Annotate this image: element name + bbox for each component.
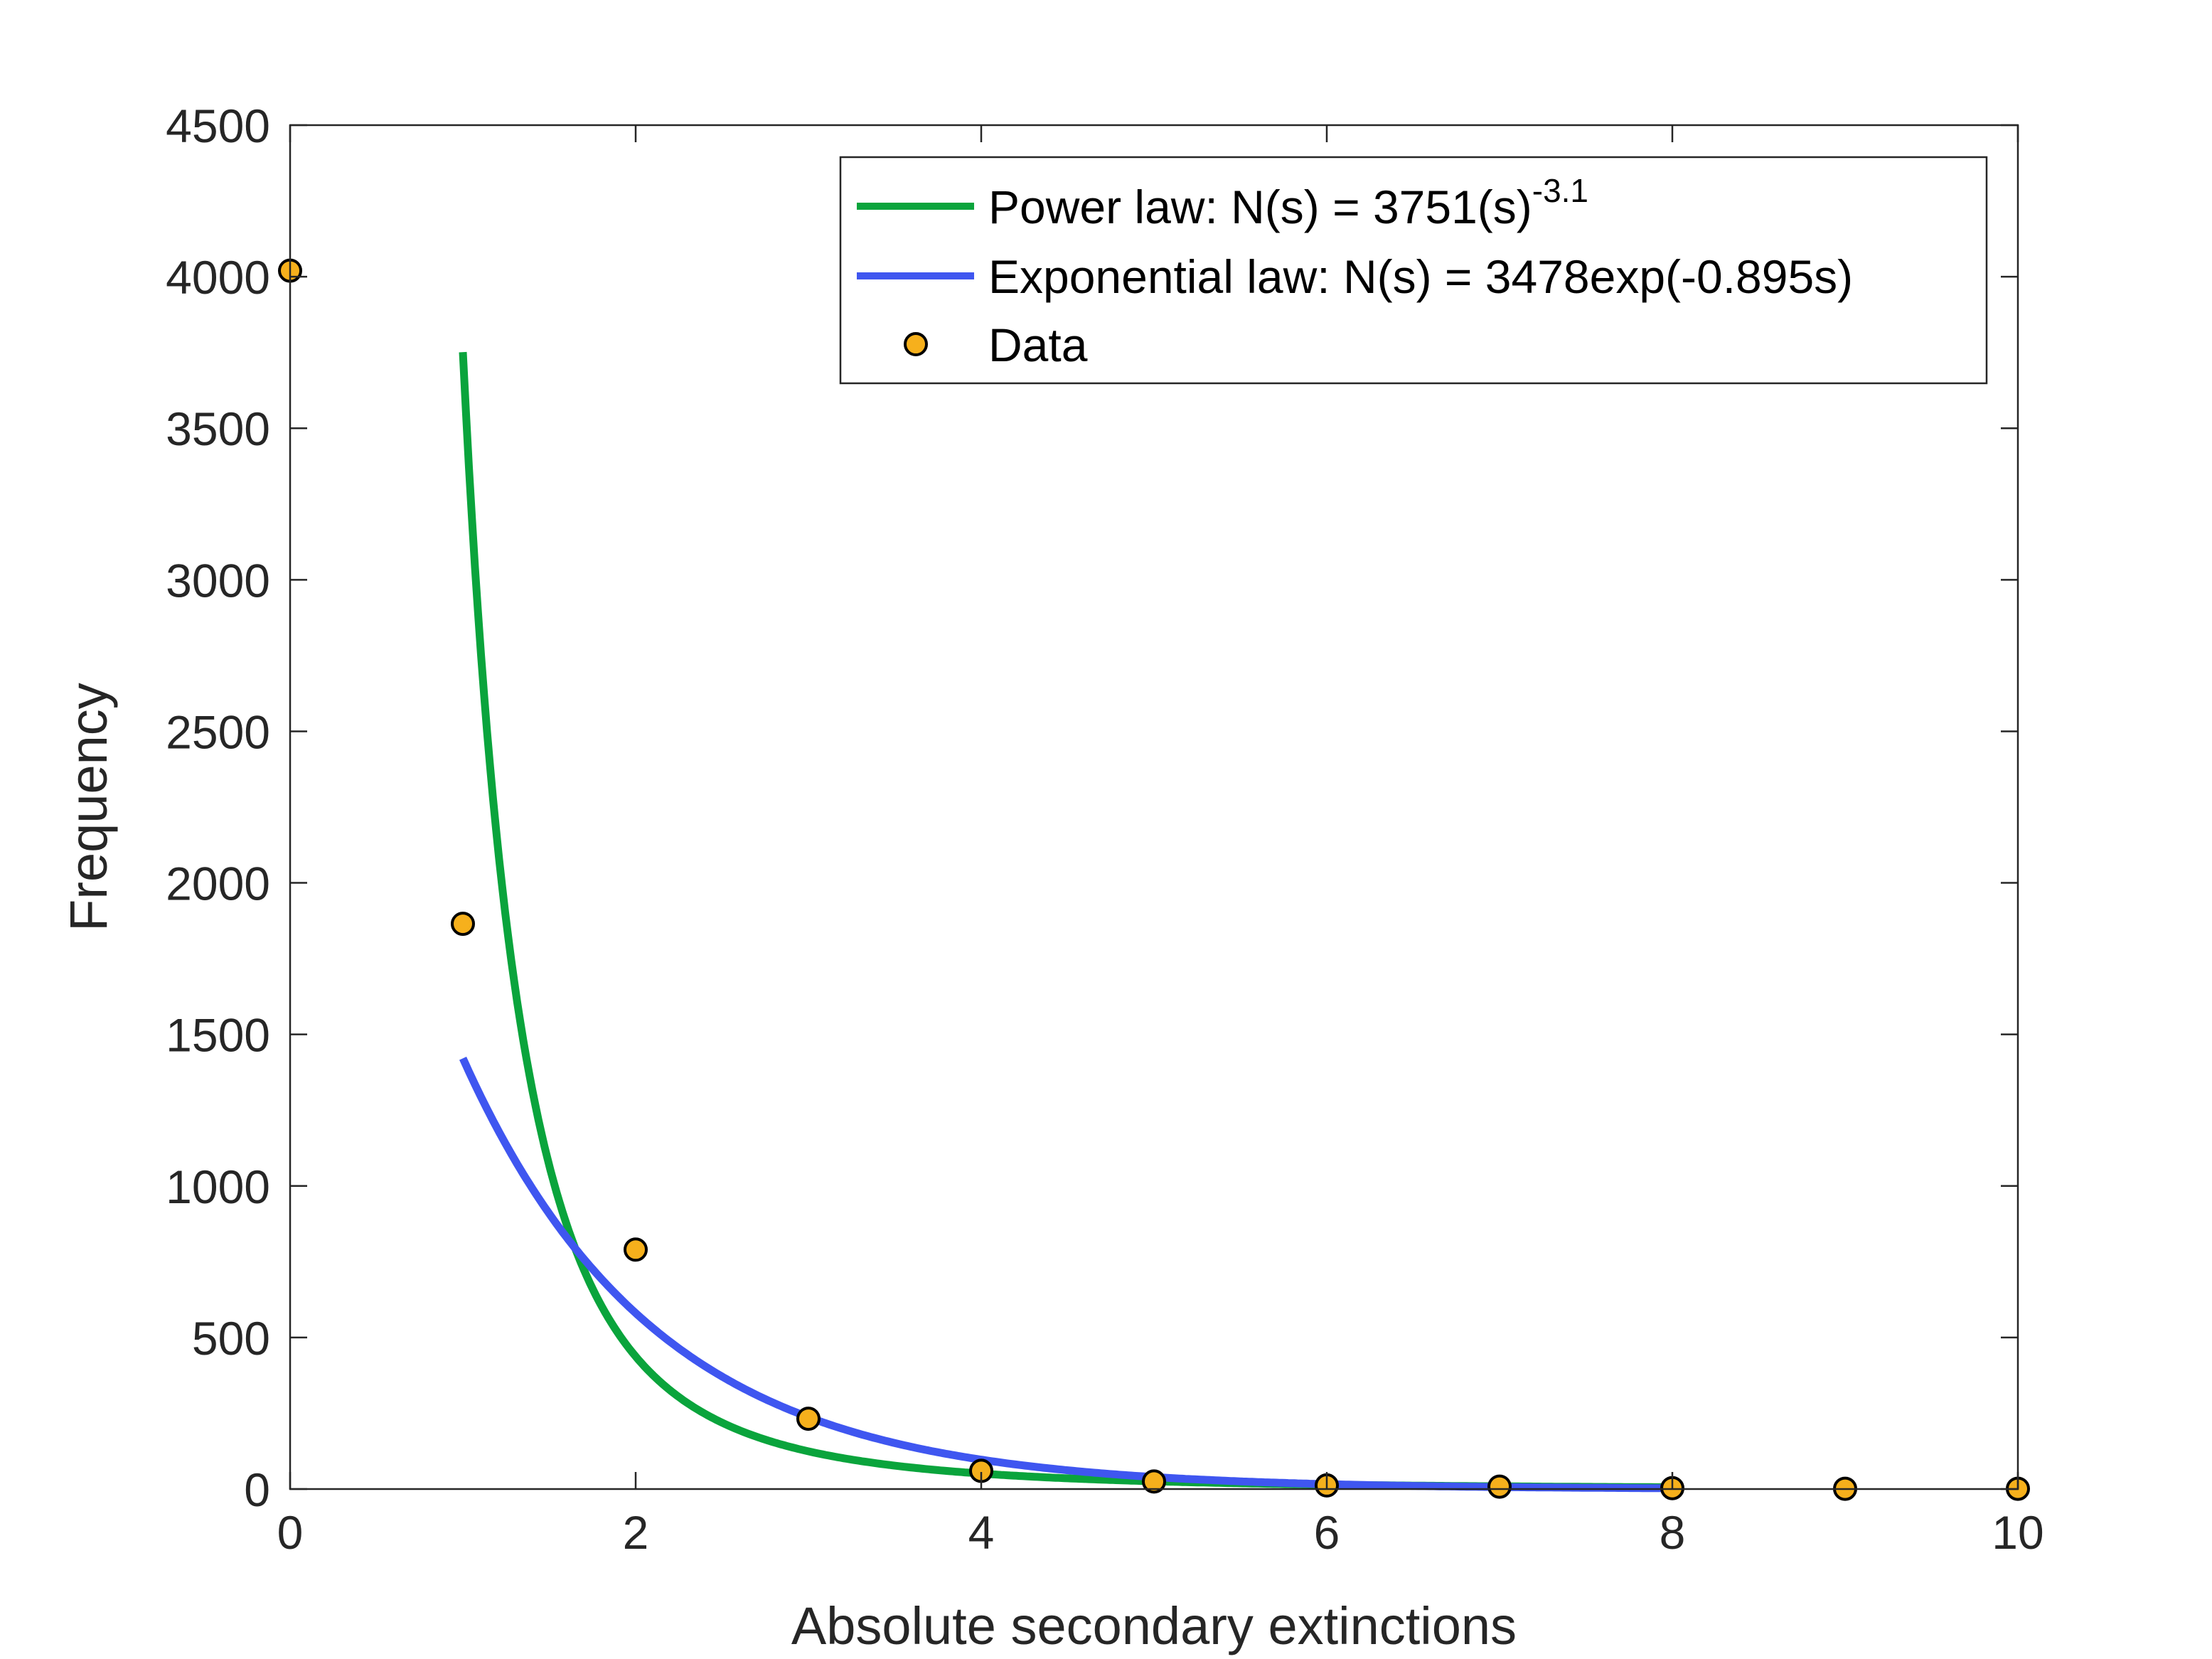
legend-entry-exponential-law: Exponential law: N(s) = 3478exp(-0.895s) — [988, 250, 1853, 303]
x-tick-label: 10 — [1992, 1506, 2043, 1559]
data-point — [624, 1237, 648, 1262]
y-tick-label: 3000 — [166, 554, 270, 607]
legend-box — [839, 156, 1988, 385]
y-tick-label: 0 — [244, 1463, 270, 1516]
y-tick-label: 3500 — [166, 402, 270, 455]
legend-entry-data: Data — [988, 319, 1088, 371]
curves-layer — [459, 351, 1674, 1493]
y-tick-label: 500 — [192, 1312, 270, 1365]
x-axis-ticks: 0 2 4 6 8 10 — [277, 125, 2044, 1559]
x-tick-label: 8 — [1660, 1506, 1686, 1559]
y-tick-label: 4500 — [166, 100, 270, 152]
y-axis-label: Frequency — [59, 683, 118, 932]
legend: Power law: N(s) = 3751(s)-3.1 Exponentia… — [839, 156, 1988, 385]
plot-frame — [289, 124, 2019, 1490]
y-tick-label: 1000 — [166, 1161, 270, 1213]
x-tick-label: 6 — [1314, 1506, 1340, 1559]
y-tick-label: 2000 — [166, 858, 270, 910]
x-axis-label: Absolute secondary extinctions — [791, 1596, 1517, 1655]
x-tick-label: 4 — [968, 1506, 995, 1559]
data-point — [1487, 1474, 1512, 1499]
y-tick-label: 1500 — [166, 1009, 270, 1062]
legend-marker-data — [904, 332, 928, 356]
data-point — [796, 1407, 821, 1431]
y-axis-ticks: 0 500 1000 1500 2000 2500 3000 3500 4000 4500 — [166, 100, 2018, 1516]
y-tick-label: 2500 — [166, 705, 270, 758]
data-point — [451, 912, 475, 937]
x-tick-label: 0 — [277, 1506, 304, 1559]
x-tick-label: 2 — [623, 1506, 649, 1559]
legend-entry-power-law: Power law: N(s) = 3751(s)-3.1 — [988, 172, 1588, 233]
y-tick-label: 4000 — [166, 251, 270, 304]
data-point — [1142, 1469, 1166, 1494]
exponential-law-curve — [459, 1057, 1674, 1493]
